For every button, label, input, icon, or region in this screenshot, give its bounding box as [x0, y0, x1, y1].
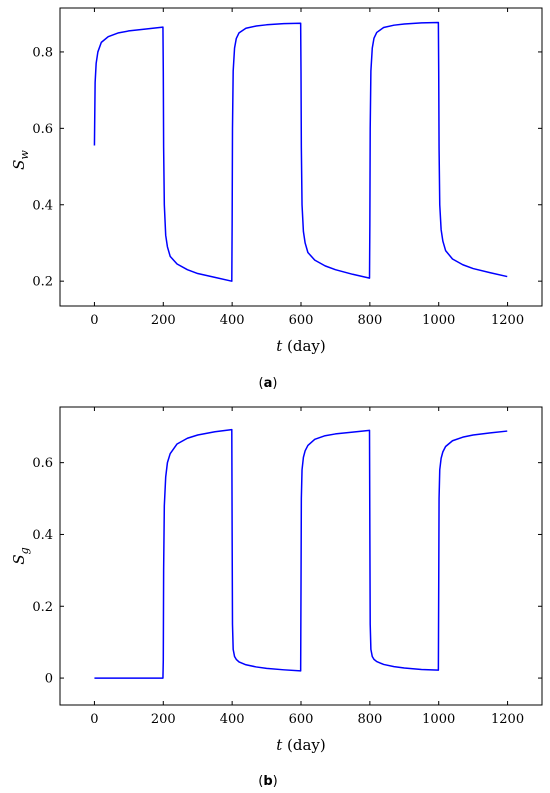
x-tick-label-b: 200 — [151, 712, 176, 727]
y-tick-label-a: 0.8 — [32, 45, 53, 60]
caption-b: (b) — [258, 774, 277, 789]
x-tick-label-b: 400 — [220, 712, 245, 727]
y-axis-a: 0.2 0.4 0.6 0.8 — [32, 45, 542, 290]
y-tick-label-b: 0.4 — [32, 528, 53, 543]
chart-b: 0 200 400 600 800 1000 1200 0 0.2 0.4 0.6 t (day)… — [10, 406, 543, 789]
x-tick-label-a: 600 — [289, 313, 314, 328]
x-tick-label-a: 400 — [220, 313, 245, 328]
x-tick-label-b: 0 — [90, 712, 98, 727]
sw-series-line — [93, 21, 508, 282]
y-tick-label-a: 0.2 — [32, 275, 53, 290]
chart-a: 0 200 400 600 800 1000 1200 0.2 0.4 0.6 0.8 t (da… — [10, 7, 543, 391]
x-tick-label-a: 800 — [357, 313, 382, 328]
x-axis-b: 0 200 400 600 800 1000 1200 — [90, 407, 524, 727]
x-axis-label-b: t (day) — [276, 736, 326, 754]
x-tick-label-a: 1200 — [491, 313, 524, 328]
y-tick-label-a: 0.6 — [32, 122, 53, 137]
y-axis-b: 0 0.2 0.4 0.6 — [32, 456, 542, 687]
y-axis-label-a: Sw — [10, 150, 31, 170]
x-tick-label-b: 800 — [357, 712, 382, 727]
x-tick-label-a: 1000 — [422, 313, 455, 328]
x-tick-label-b: 600 — [289, 712, 314, 727]
sg-series-line — [94, 428, 508, 679]
x-tick-label-b: 1000 — [422, 712, 455, 727]
x-axis-a: 0 200 400 600 800 1000 1200 — [90, 8, 524, 328]
x-tick-label-a: 0 — [90, 313, 98, 328]
x-axis-label-a: t (day) — [276, 337, 326, 355]
x-tick-label-a: 200 — [151, 313, 176, 328]
y-tick-label-b: 0.6 — [32, 456, 53, 471]
y-tick-label-b: 0.2 — [32, 600, 53, 615]
y-tick-label-a: 0.4 — [32, 198, 53, 213]
y-tick-label-b: 0 — [45, 672, 53, 687]
x-tick-label-b: 1200 — [491, 712, 524, 727]
y-axis-label-b: Sg — [10, 547, 31, 564]
caption-a: (a) — [259, 376, 278, 391]
